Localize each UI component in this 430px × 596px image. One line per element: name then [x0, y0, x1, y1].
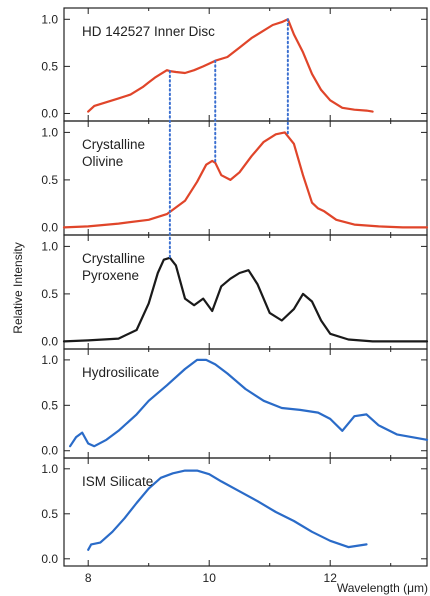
series-line-4 — [69, 358, 429, 448]
x-tick-label: 12 — [324, 571, 338, 585]
y-tick-label: 1.0 — [41, 462, 58, 476]
panel-frames — [63, 7, 428, 567]
x-tick-label: 10 — [203, 571, 217, 585]
panel-label-3: Crystalline — [82, 251, 145, 266]
panel-label-1: HD 142527 Inner Disc — [82, 24, 215, 39]
y-tick-label: 0.0 — [41, 106, 58, 120]
y-tick-label: 1.0 — [41, 353, 58, 367]
y-tick-label: 0.5 — [41, 287, 58, 301]
y-tick-label: 0.0 — [41, 220, 58, 234]
y-tick-label: 1.0 — [41, 12, 58, 26]
panel-label-4: Hydrosilicate — [82, 365, 159, 380]
y-tick-label: 0.0 — [41, 334, 58, 348]
y-axis-title: Relative Intensity — [11, 242, 25, 333]
panel-frame-5 — [63, 457, 428, 567]
panel-label-3: Pyroxene — [82, 268, 139, 283]
feature-marker-lines — [168, 18, 289, 259]
y-tick-label: 0.5 — [41, 507, 58, 521]
y-tick-label: 1.0 — [41, 239, 58, 253]
y-tick-label: 0.5 — [41, 398, 58, 412]
y-tick-label: 0.5 — [41, 173, 58, 187]
y-tick-label: 0.5 — [41, 59, 58, 73]
series-line-3 — [62, 256, 429, 343]
panel-label-5: ISM Silicate — [82, 474, 153, 489]
x-tick-label: 8 — [85, 571, 92, 585]
panel-labels: HD 142527 Inner Disc Crystalline Olivine Cr… — [82, 24, 215, 489]
series-line-2 — [62, 131, 429, 229]
x-tick-labels: 8 10 12 — [85, 571, 337, 585]
y-tick-label: 0.0 — [41, 552, 58, 566]
series-line-5 — [87, 469, 368, 551]
y-tick-labels: 0.0 0.5 1.0 0.0 0.5 1.0 0.0 0.5 1.0 0.0 0.5 1.0 0.0 0… — [41, 12, 58, 566]
x-axis-title: Wavelength (μm) — [337, 581, 428, 595]
y-tick-label: 0.0 — [41, 444, 58, 458]
y-tick-label: 1.0 — [41, 125, 58, 139]
panel-label-2: Crystalline — [82, 137, 145, 152]
spectra-curves — [62, 18, 429, 551]
panel-label-2: Olivine — [82, 154, 123, 169]
